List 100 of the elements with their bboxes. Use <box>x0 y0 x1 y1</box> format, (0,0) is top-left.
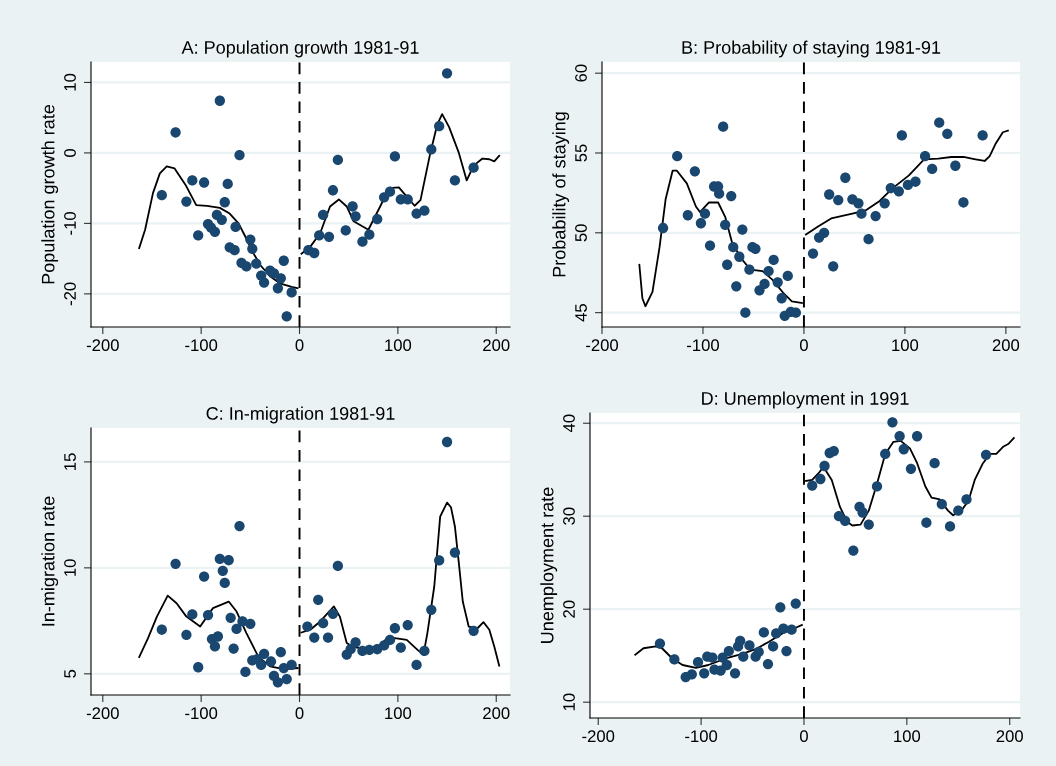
x-tick-label: 100 <box>385 707 412 720</box>
y-axis-title: Probability of staying <box>552 112 570 277</box>
point <box>156 624 167 635</box>
point <box>815 473 826 485</box>
point <box>350 211 361 222</box>
x-tick-label: -200 <box>86 339 119 352</box>
point <box>911 431 923 442</box>
x-tick-label: 200 <box>996 730 1023 743</box>
point <box>807 480 818 491</box>
point <box>919 151 931 162</box>
point <box>202 609 214 621</box>
point <box>219 197 230 208</box>
point <box>364 229 375 240</box>
point <box>347 201 358 212</box>
point <box>753 646 764 658</box>
point <box>738 651 749 662</box>
point <box>953 505 964 516</box>
point <box>654 638 666 649</box>
point <box>942 128 953 139</box>
y-tick-label: 0 <box>64 148 76 157</box>
y-tick-label: 50 <box>575 224 587 242</box>
x-tick-label: -200 <box>586 339 619 352</box>
point <box>657 222 669 234</box>
chart-title: B: Probability of staying 1981-91 <box>682 40 941 58</box>
point <box>275 273 286 284</box>
x-tick-label: -200 <box>582 730 615 743</box>
point <box>927 163 938 175</box>
point <box>372 214 383 225</box>
point <box>958 197 969 208</box>
y-tick-label: 10 <box>563 693 575 711</box>
point <box>767 641 779 652</box>
point <box>669 654 680 665</box>
point <box>887 417 898 428</box>
point <box>187 609 198 620</box>
y-axis-title: Population growth rate <box>41 104 59 284</box>
point <box>722 259 733 270</box>
x-tick-label: 200 <box>992 339 1020 352</box>
point <box>728 242 739 253</box>
point <box>434 120 445 132</box>
point <box>223 555 234 566</box>
point <box>229 245 240 256</box>
point <box>893 186 904 197</box>
point <box>468 162 479 173</box>
point <box>775 602 786 613</box>
point <box>384 186 396 197</box>
point <box>879 198 890 209</box>
point <box>395 642 406 653</box>
point <box>689 166 701 177</box>
point <box>256 659 267 671</box>
point <box>309 632 320 643</box>
y-tick-label: 20 <box>563 600 575 618</box>
point <box>762 658 774 670</box>
point <box>240 666 251 678</box>
point <box>682 210 693 221</box>
line-series <box>805 129 1009 236</box>
y-axis-title: Unemployment rate <box>540 487 558 643</box>
x-tick-label: -200 <box>86 707 119 720</box>
point <box>863 519 874 530</box>
y-tick-label: 5 <box>64 669 76 678</box>
point <box>170 558 181 569</box>
point <box>772 277 783 288</box>
point <box>322 632 334 643</box>
point <box>281 673 292 685</box>
point <box>258 277 270 288</box>
point <box>327 185 339 196</box>
point <box>771 628 782 639</box>
point <box>758 627 769 638</box>
point <box>251 258 262 269</box>
point <box>863 234 874 245</box>
point <box>245 234 256 245</box>
point <box>234 149 245 161</box>
x-tick-label: 0 <box>295 707 304 720</box>
x-tick-label: 100 <box>894 730 921 743</box>
point <box>828 261 839 272</box>
y-tick-label: 30 <box>563 507 575 525</box>
x-tick-label: 200 <box>483 339 510 352</box>
point <box>419 205 430 216</box>
point <box>449 175 461 186</box>
point <box>231 623 242 635</box>
point <box>309 247 320 259</box>
point <box>768 254 779 266</box>
point <box>744 264 755 275</box>
point <box>961 494 972 505</box>
point <box>181 196 192 207</box>
point <box>905 463 917 474</box>
point <box>234 520 245 532</box>
point <box>426 604 437 615</box>
point <box>790 598 801 609</box>
point <box>265 656 277 667</box>
point <box>258 648 270 660</box>
point <box>898 444 909 455</box>
point <box>225 612 236 624</box>
point <box>699 208 711 219</box>
point <box>209 226 221 237</box>
y-tick-label: 15 <box>64 453 76 470</box>
point <box>707 652 718 663</box>
point <box>286 659 297 671</box>
point <box>880 448 891 460</box>
point <box>272 283 284 294</box>
point <box>807 248 819 259</box>
